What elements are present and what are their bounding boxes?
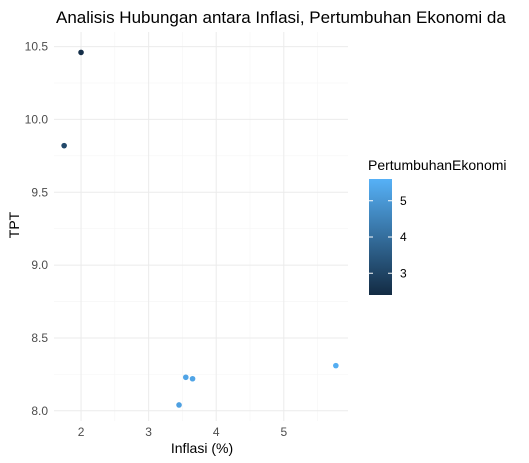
- y-tick-label: 10.0: [25, 112, 49, 126]
- data-point: [61, 142, 67, 149]
- y-tick-label: 9.0: [31, 258, 48, 272]
- x-axis-title: Inflasi (%): [171, 440, 233, 456]
- y-tick-label: 9.5: [31, 185, 48, 199]
- x-tick-label: 2: [78, 425, 85, 439]
- legend-title: PertumbuhanEkonomi: [368, 157, 507, 173]
- chart-title: Analisis Hubungan antara Inflasi, Pertum…: [56, 8, 506, 27]
- x-tick-label: 3: [145, 425, 152, 439]
- colorbar-label: 3: [400, 266, 407, 280]
- data-point: [182, 374, 189, 381]
- data-point: [176, 402, 182, 408]
- x-tick-label: 4: [213, 425, 220, 439]
- colorbar-label: 5: [400, 194, 407, 208]
- y-tick-label: 8.0: [31, 404, 48, 418]
- colorbar: [369, 179, 392, 295]
- data-point: [78, 49, 84, 56]
- data-point: [333, 362, 339, 369]
- colorbar-label: 4: [400, 230, 407, 244]
- y-tick-label: 10.5: [25, 40, 49, 54]
- y-axis-title: TPT: [6, 211, 22, 238]
- x-tick-label: 5: [280, 425, 287, 439]
- data-point: [189, 375, 196, 382]
- legend: PertumbuhanEkonomi 3 4 5: [368, 157, 507, 295]
- plot-area: 2 3 4 5 8.0 8.5 9.0 9.5 10.0 10.5: [25, 32, 348, 439]
- y-tick-label: 8.5: [31, 331, 48, 345]
